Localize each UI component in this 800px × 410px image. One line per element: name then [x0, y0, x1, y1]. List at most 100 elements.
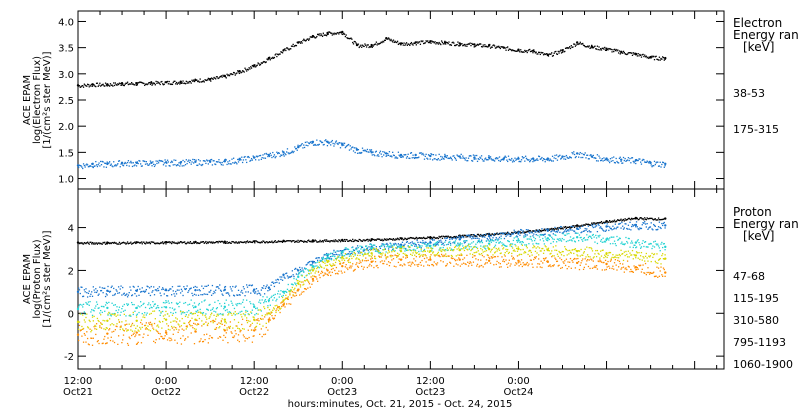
proton-scatter-dot [568, 230, 570, 232]
proton-scatter-dot [467, 234, 469, 237]
proton-scatter-dot [184, 339, 186, 341]
proton-scatter-dot [500, 235, 502, 237]
proton-scatter-dot [517, 233, 519, 235]
proton-scatter-dot [443, 249, 445, 251]
proton-scatter-dot [140, 304, 143, 307]
electron-scatter-dot [542, 51, 544, 54]
proton-scatter-dot [511, 245, 513, 248]
proton-scatter-dot [303, 276, 306, 279]
proton-scatter-dot [416, 238, 418, 240]
proton-scatter-dot [182, 311, 184, 313]
proton-scatter-dot [503, 244, 506, 246]
proton-scatter-dot [79, 242, 81, 244]
proton-scatter-dot [494, 239, 497, 241]
electron-scatter-dot [556, 53, 559, 56]
proton-scatter-dot [538, 229, 540, 232]
electron-scatter-dot [251, 64, 254, 67]
proton-scatter-dot [421, 237, 423, 240]
proton-scatter-dot [489, 237, 491, 239]
proton-scatter-dot [196, 324, 198, 326]
proton-scatter-dot [253, 240, 255, 243]
proton-scatter-dot [566, 254, 568, 256]
proton-scatter-dot [271, 295, 273, 297]
proton-scatter-dot [124, 324, 126, 327]
electron-scatter-dot [602, 47, 604, 49]
proton-scatter-dot [635, 246, 638, 248]
electron-scatter-dot [529, 50, 532, 53]
proton-scatter-dot [241, 316, 243, 318]
proton-scatter-dot [90, 337, 92, 339]
proton-scatter-dot [387, 238, 390, 241]
electron-scatter-dot [174, 163, 176, 166]
proton-scatter-dot [467, 244, 470, 246]
proton-scatter-dot [174, 242, 176, 244]
proton-scatter-dot [209, 241, 211, 243]
proton-scatter-dot [456, 245, 458, 247]
proton-scatter-dot [220, 290, 223, 292]
proton-point [326, 256, 329, 259]
electron-scatter-dot [275, 53, 277, 55]
proton-scatter-dot [427, 247, 430, 249]
proton-scatter-dot [197, 242, 200, 244]
proton-scatter-dot [246, 284, 248, 286]
proton-scatter-dot [159, 333, 161, 335]
proton-scatter-dot [119, 314, 121, 316]
proton-scatter-dot [147, 325, 149, 327]
proton-scatter-dot [616, 226, 618, 229]
electron-scatter-dot [409, 152, 412, 154]
proton-scatter-dot [488, 233, 490, 236]
electron-scatter-dot [293, 150, 295, 153]
proton-scatter-dot [618, 253, 621, 256]
electron-scatter-dot [331, 34, 333, 36]
proton-scatter-dot [543, 243, 546, 245]
proton-scatter-dot [184, 338, 187, 340]
proton-scatter-dot [510, 243, 512, 245]
proton-scatter-dot [333, 249, 335, 251]
proton-scatter-dot [471, 248, 474, 250]
electron-scatter-dot [523, 51, 525, 53]
proton-scatter-dot [582, 240, 584, 242]
proton-scatter-dot [334, 261, 337, 264]
proton-scatter-dot [88, 290, 90, 292]
proton-scatter-dot [230, 300, 232, 302]
electron-scatter-dot [182, 159, 184, 162]
proton-scatter-dot [569, 236, 572, 238]
proton-scatter-dot [592, 233, 594, 236]
electron-scatter-dot [299, 145, 302, 147]
proton-scatter-dot [383, 246, 386, 248]
proton-scatter-dot [348, 258, 351, 260]
electron-scatter-dot [542, 54, 545, 56]
proton-scatter-dot [319, 276, 321, 279]
proton-scatter-dot [232, 336, 235, 339]
proton-scatter-dot [631, 240, 633, 242]
proton-scatter-dot [336, 257, 338, 259]
proton-scatter-dot [338, 270, 340, 272]
proton-scatter-dot [237, 303, 239, 305]
proton-scatter-dot [241, 310, 243, 313]
electron-scatter-dot [110, 163, 112, 165]
proton-scatter-dot [247, 320, 249, 322]
proton-scatter-dot [325, 254, 327, 256]
proton-scatter-dot [215, 311, 217, 313]
proton-scatter-dot [122, 310, 125, 312]
electron-scatter-dot [166, 159, 169, 161]
proton-scatter-dot [98, 342, 100, 345]
electron-scatter-dot [641, 159, 643, 162]
proton-scatter-dot [503, 232, 506, 234]
proton-scatter-dot [125, 243, 127, 245]
proton-scatter-dot [634, 217, 636, 219]
electron-scatter-dot [294, 45, 296, 47]
proton-scatter-dot [551, 236, 553, 238]
electron-scatter-dot [291, 45, 294, 47]
proton-scatter-dot [502, 232, 504, 234]
proton-scatter-dot [352, 246, 354, 248]
proton-scatter-dot [609, 243, 612, 245]
electron-scatter-dot [448, 157, 450, 159]
proton-scatter-dot [484, 247, 486, 249]
electron-scatter-dot [233, 162, 236, 164]
proton-scatter-dot [117, 286, 120, 288]
electron-scatter-dot [644, 161, 647, 163]
proton-scatter-dot [283, 302, 285, 304]
proton-scatter-dot [249, 284, 251, 286]
proton-scatter-dot [604, 230, 607, 232]
